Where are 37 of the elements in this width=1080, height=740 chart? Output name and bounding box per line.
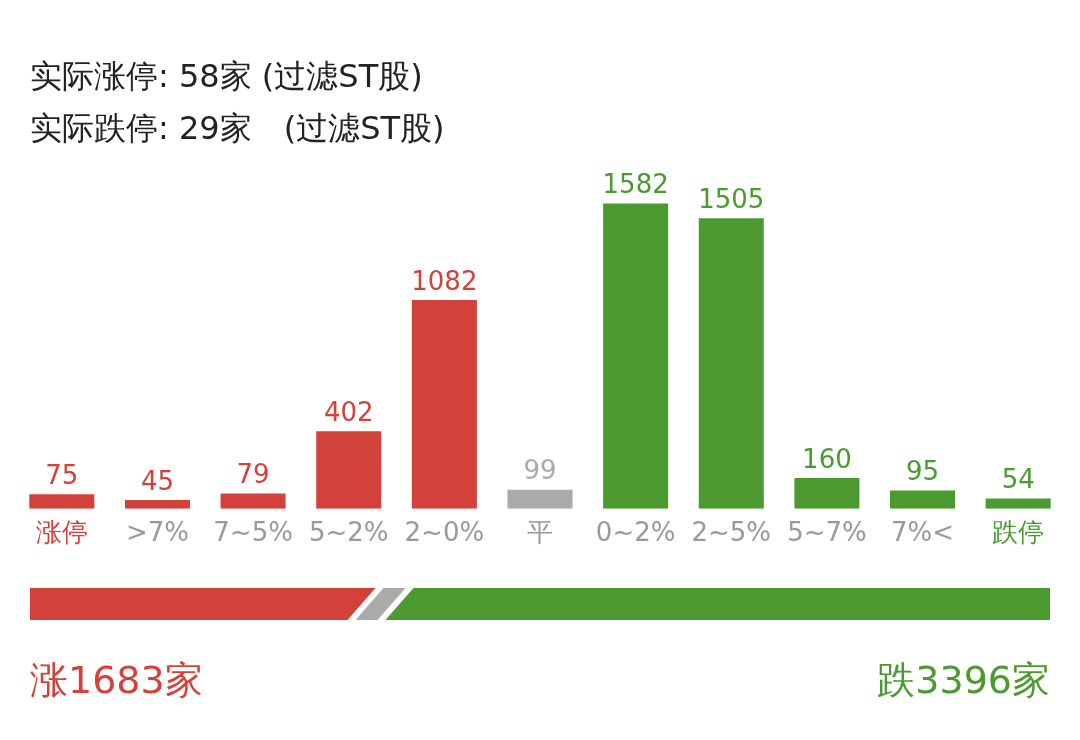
x-tick-label: 0~2%	[595, 517, 676, 548]
data-label: 402	[323, 396, 374, 427]
bar	[316, 431, 382, 509]
data-label: 1505	[698, 184, 765, 215]
bar	[985, 498, 1051, 509]
data-label: 95	[906, 456, 940, 487]
data-label: 79	[236, 459, 270, 490]
bar	[603, 203, 669, 509]
x-tick-label: >7%	[125, 517, 189, 548]
data-label: 1082	[411, 265, 478, 296]
data-label: 45	[140, 465, 174, 496]
bar	[124, 500, 190, 509]
x-tick-label: 7~5%	[213, 517, 293, 548]
bar	[507, 489, 573, 509]
bar	[220, 493, 286, 509]
bar	[698, 218, 764, 509]
x-tick-label: 2~0%	[404, 517, 485, 548]
x-tick-label: 跌停	[992, 517, 1045, 548]
x-tick-label: 7%<	[891, 517, 955, 548]
data-label: 75	[45, 460, 79, 491]
bar	[411, 299, 477, 509]
x-tick-label: 2~5%	[691, 517, 772, 548]
chart-subtitle: 实际跌停: 29家 (过滤ST股)	[30, 108, 445, 149]
bar	[29, 494, 95, 509]
x-tick-label: 5~7%	[787, 517, 867, 548]
data-label: 54	[1001, 464, 1035, 495]
data-label: 160	[802, 443, 852, 474]
x-tick-label: 涨停	[35, 517, 88, 548]
x-tick-label: 平	[527, 517, 553, 548]
text: 涨1683家	[30, 657, 203, 704]
data-label: 1582	[602, 169, 669, 200]
bar	[794, 477, 860, 509]
data-label: 99	[523, 455, 557, 486]
bar	[890, 490, 956, 509]
x-tick-label: 5~2%	[308, 517, 389, 548]
chart-title: 实际涨停: 58家 (过滤ST股)	[30, 56, 424, 97]
text: 跌3396家	[877, 657, 1050, 704]
